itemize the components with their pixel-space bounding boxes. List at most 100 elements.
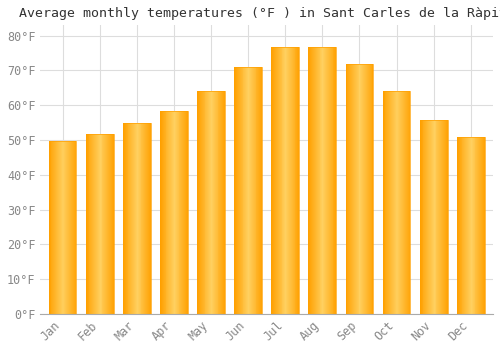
Bar	[365, 64, 366, 314]
Bar	[472, 137, 474, 314]
Bar	[348, 64, 350, 314]
Bar	[94, 134, 95, 314]
Bar	[389, 91, 390, 314]
Bar	[249, 67, 250, 314]
Bar	[147, 123, 148, 314]
Bar	[328, 47, 329, 314]
Bar	[172, 111, 173, 314]
Bar	[368, 64, 370, 314]
Bar	[353, 64, 354, 314]
Bar	[366, 64, 367, 314]
Bar	[352, 64, 353, 314]
Bar	[211, 91, 212, 314]
Bar	[236, 67, 237, 314]
Bar	[443, 120, 444, 314]
Bar	[57, 141, 58, 314]
Bar	[171, 111, 172, 314]
Bar	[441, 120, 442, 314]
Bar	[199, 91, 200, 314]
Bar	[276, 47, 277, 314]
Bar	[201, 91, 202, 314]
Bar	[130, 123, 131, 314]
Bar	[58, 141, 59, 314]
Bar	[198, 91, 199, 314]
Bar	[363, 64, 364, 314]
Bar	[56, 141, 57, 314]
Bar	[440, 120, 441, 314]
Bar	[160, 111, 161, 314]
Bar	[277, 47, 278, 314]
Bar	[200, 91, 201, 314]
Bar	[206, 91, 208, 314]
Bar	[90, 134, 92, 314]
Bar	[460, 137, 462, 314]
Bar	[317, 47, 318, 314]
Bar	[239, 67, 240, 314]
Bar	[394, 91, 396, 314]
Bar	[308, 47, 336, 314]
Bar	[483, 137, 484, 314]
Bar	[137, 123, 138, 314]
Bar	[386, 91, 388, 314]
Bar	[253, 67, 254, 314]
Bar	[388, 91, 389, 314]
Bar	[272, 47, 299, 314]
Bar	[468, 137, 469, 314]
Bar	[187, 111, 188, 314]
Bar	[324, 47, 325, 314]
Bar	[108, 134, 109, 314]
Bar	[322, 47, 324, 314]
Bar	[59, 141, 60, 314]
Bar	[220, 91, 221, 314]
Bar	[178, 111, 180, 314]
Bar	[481, 137, 482, 314]
Bar	[311, 47, 312, 314]
Bar	[444, 120, 445, 314]
Bar	[251, 67, 252, 314]
Bar	[364, 64, 365, 314]
Bar	[197, 91, 225, 314]
Bar	[209, 91, 210, 314]
Bar	[308, 47, 310, 314]
Bar	[384, 91, 386, 314]
Bar	[111, 134, 112, 314]
Bar	[237, 67, 238, 314]
Bar	[248, 67, 249, 314]
Bar	[457, 137, 484, 314]
Bar	[244, 67, 246, 314]
Bar	[358, 64, 360, 314]
Bar	[110, 134, 111, 314]
Bar	[273, 47, 274, 314]
Bar	[112, 134, 114, 314]
Bar	[105, 134, 106, 314]
Bar	[247, 67, 248, 314]
Bar	[240, 67, 242, 314]
Bar	[210, 91, 211, 314]
Bar	[434, 120, 436, 314]
Bar	[370, 64, 372, 314]
Bar	[74, 141, 76, 314]
Bar	[160, 111, 188, 314]
Bar	[314, 47, 315, 314]
Bar	[250, 67, 251, 314]
Bar	[430, 120, 431, 314]
Bar	[142, 123, 144, 314]
Bar	[362, 64, 363, 314]
Bar	[202, 91, 203, 314]
Bar	[124, 123, 126, 314]
Bar	[462, 137, 464, 314]
Bar	[161, 111, 162, 314]
Bar	[168, 111, 170, 314]
Bar	[428, 120, 429, 314]
Bar	[134, 123, 135, 314]
Bar	[326, 47, 327, 314]
Bar	[471, 137, 472, 314]
Title: Average monthly temperatures (°F ) in Sant Carles de la Ràpita: Average monthly temperatures (°F ) in Sa…	[18, 7, 500, 20]
Bar	[135, 123, 136, 314]
Bar	[280, 47, 281, 314]
Bar	[356, 64, 358, 314]
Bar	[66, 141, 67, 314]
Bar	[420, 120, 422, 314]
Bar	[104, 134, 105, 314]
Bar	[310, 47, 311, 314]
